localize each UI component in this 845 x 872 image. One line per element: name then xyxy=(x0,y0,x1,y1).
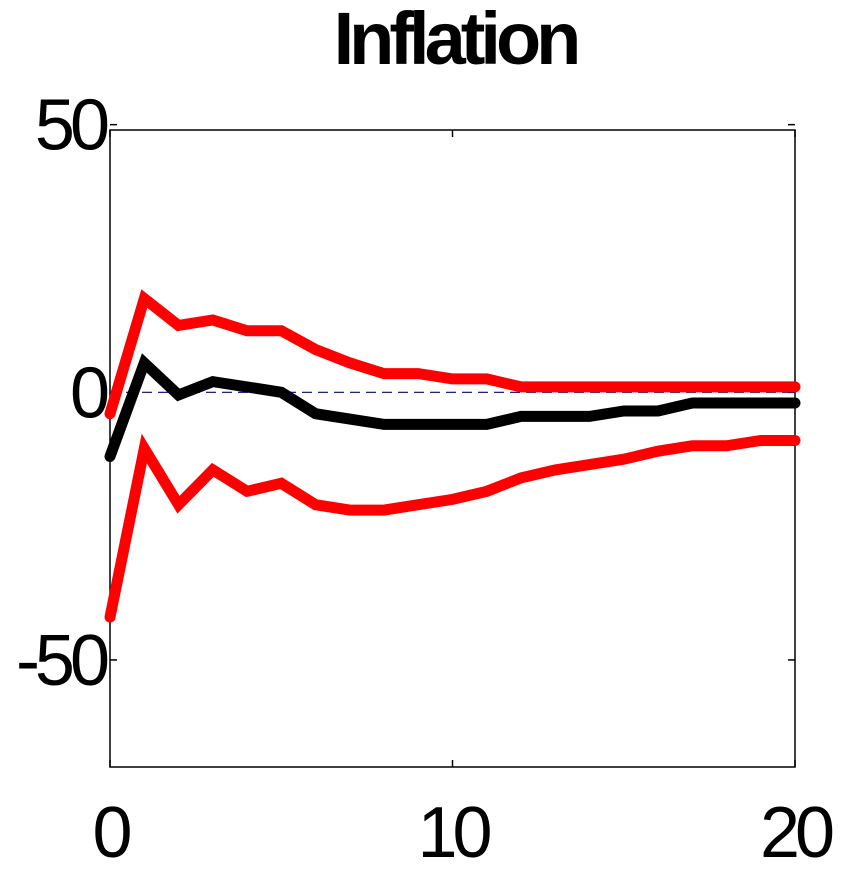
x-tick-label-0: 0 xyxy=(92,793,130,872)
chart-title: Inflation xyxy=(333,0,582,80)
y-tick-label-50: 50 xyxy=(35,86,108,166)
x-tick-label-10: 10 xyxy=(417,793,490,872)
y-tick-label-0: 0 xyxy=(70,353,108,433)
y-tick-label--50: -50 xyxy=(16,621,108,701)
series-median xyxy=(104,353,801,462)
series-lower-band xyxy=(104,433,801,623)
x-tick-label-20: 20 xyxy=(760,793,833,872)
series-upper-band xyxy=(104,289,801,420)
